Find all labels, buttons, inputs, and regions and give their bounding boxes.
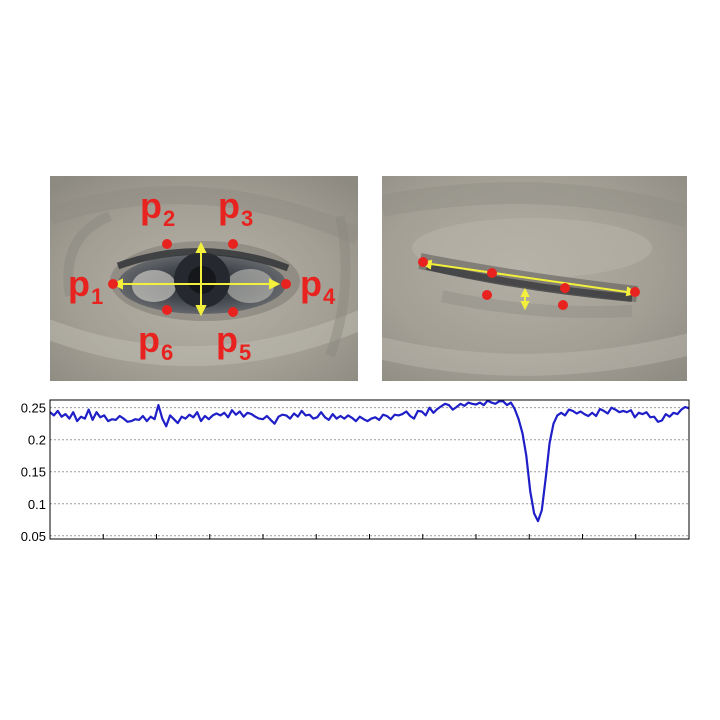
landmark-p3-dot xyxy=(228,239,238,249)
y-tick-label: 0.1 xyxy=(28,497,46,512)
closed-landmark-p2-dot xyxy=(487,268,497,278)
ear-chart: 0.05 0.1 0.15 0.2 0.25 xyxy=(0,392,720,552)
open-eye-image xyxy=(50,176,358,381)
closed-landmark-p4-dot xyxy=(630,287,640,297)
landmark-label-p5: p5 xyxy=(216,319,252,365)
landmark-label-p3: p3 xyxy=(218,185,254,231)
open-eye-photo xyxy=(50,176,358,381)
y-tick-label: 0.2 xyxy=(28,433,46,448)
landmark-label-p4: p4 xyxy=(300,263,336,309)
y-tick-label: 0.05 xyxy=(21,529,46,544)
closed-landmark-p5-dot xyxy=(558,300,568,310)
landmark-p1-dot xyxy=(108,279,118,289)
closed-eye-annotations xyxy=(418,257,640,311)
landmark-label-p6: p6 xyxy=(138,319,174,365)
horizontal-arrow-closed xyxy=(423,262,635,294)
closed-eye-photo xyxy=(382,176,687,381)
closed-landmark-p6-dot xyxy=(482,290,492,300)
chart-frame xyxy=(49,399,690,540)
open-eye-annotations xyxy=(108,239,291,317)
landmark-label-p2: p2 xyxy=(140,185,176,231)
landmark-p5-dot xyxy=(228,307,238,317)
closed-landmark-p1-dot xyxy=(418,257,428,267)
closed-eye-image xyxy=(382,176,687,381)
ear-chart-svg: 0.05 0.1 0.15 0.2 0.25 xyxy=(21,399,690,544)
y-tick-label: 0.25 xyxy=(21,401,46,416)
ear-series-line xyxy=(49,399,690,523)
y-tick-label: 0.15 xyxy=(21,465,46,480)
landmark-p4-dot xyxy=(281,279,291,289)
landmark-label-p1: p1 xyxy=(68,263,104,309)
landmark-p6-dot xyxy=(162,305,172,315)
closed-landmark-p3-dot xyxy=(560,283,570,293)
landmark-p2-dot xyxy=(162,239,172,249)
